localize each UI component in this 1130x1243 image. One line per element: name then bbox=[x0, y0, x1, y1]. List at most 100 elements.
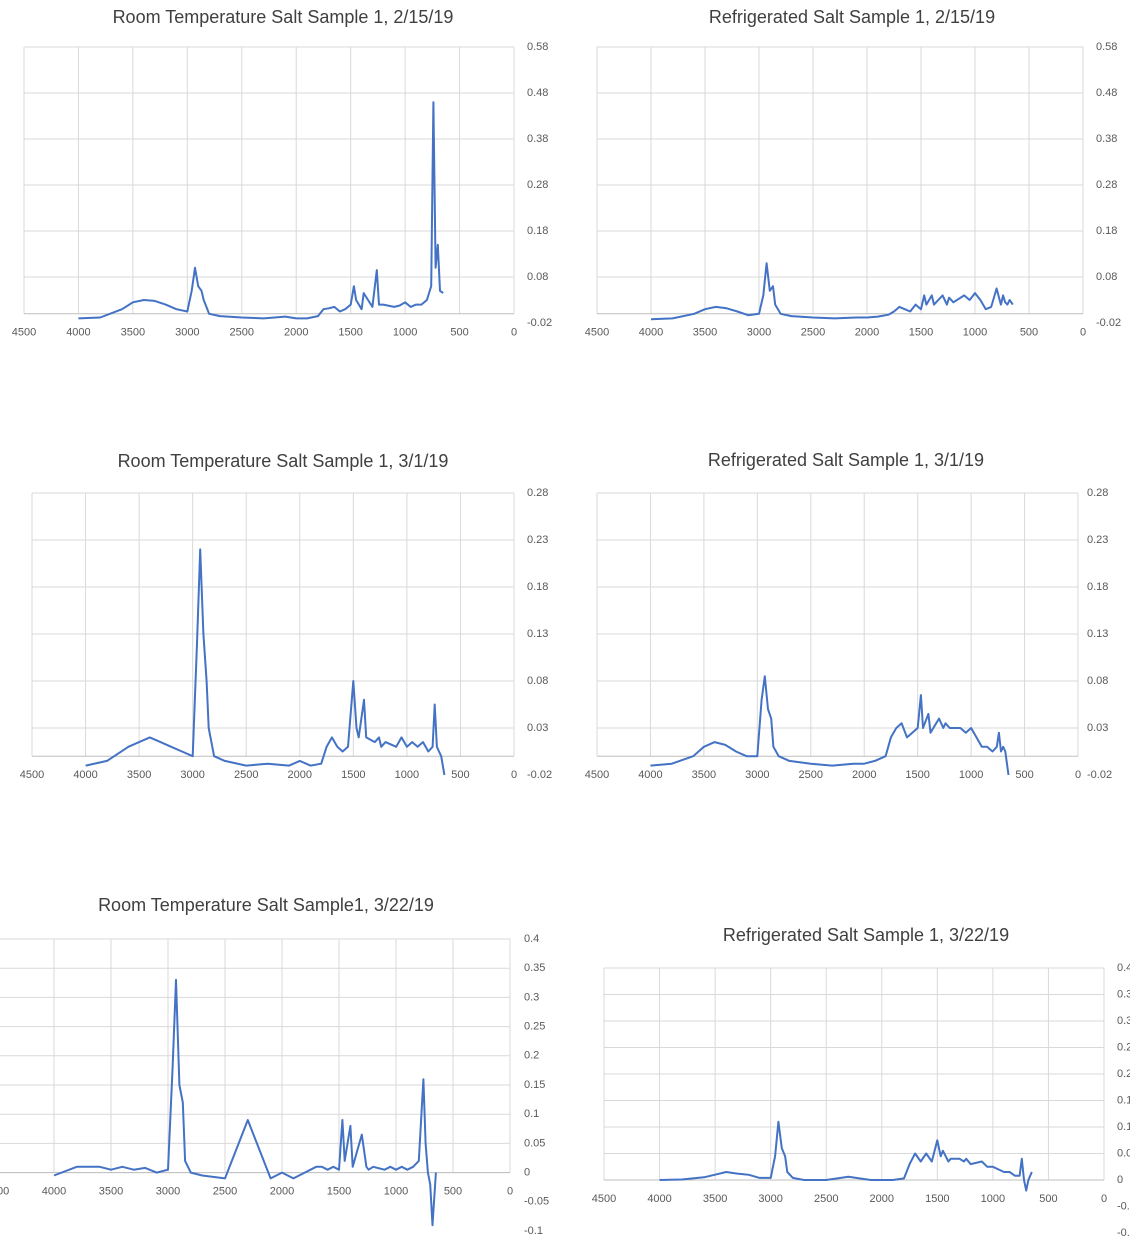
x-tick-label: 4500 bbox=[592, 1193, 616, 1205]
x-tick-label: 0 bbox=[511, 327, 517, 339]
y-tick-label: 0.3 bbox=[1117, 1015, 1130, 1027]
x-tick-label: 3500 bbox=[127, 769, 151, 781]
y-tick-label: 0.28 bbox=[1096, 179, 1117, 191]
x-tick-label: 0 bbox=[1101, 1193, 1107, 1205]
x-tick-label: 1000 bbox=[384, 1186, 408, 1198]
x-tick-label: 2500 bbox=[230, 327, 254, 339]
x-tick-label: 4500 bbox=[0, 1186, 9, 1198]
y-tick-label: 0.48 bbox=[527, 87, 548, 99]
x-tick-label: 500 bbox=[1039, 1193, 1057, 1205]
x-tick-label: 4500 bbox=[585, 327, 609, 339]
x-tick-label: 1000 bbox=[959, 769, 983, 781]
spectrum-line bbox=[85, 548, 446, 776]
y-tick-label: 0.28 bbox=[527, 179, 548, 191]
y-tick-label: 0.18 bbox=[527, 225, 548, 237]
x-tick-label: 3500 bbox=[703, 1193, 727, 1205]
x-tick-label: 4500 bbox=[585, 769, 609, 781]
y-tick-label: 0.03 bbox=[527, 722, 548, 734]
y-tick-label: 0.05 bbox=[524, 1137, 545, 1149]
y-tick-label: 0.25 bbox=[524, 1021, 545, 1033]
spectrum-line bbox=[650, 262, 1014, 321]
y-tick-label: 0.25 bbox=[1117, 1041, 1130, 1053]
x-tick-label: 1000 bbox=[963, 327, 987, 339]
x-tick-label: 0 bbox=[1075, 769, 1081, 781]
y-tick-label: 0 bbox=[524, 1167, 530, 1179]
y-tick-label: 0.18 bbox=[527, 581, 548, 593]
y-tick-label: 0.3 bbox=[524, 991, 539, 1003]
x-tick-label: 3000 bbox=[180, 769, 204, 781]
x-tick-label: 2000 bbox=[852, 769, 876, 781]
x-tick-label: 1500 bbox=[327, 1186, 351, 1198]
y-tick-label: 0.28 bbox=[1087, 487, 1108, 499]
x-tick-label: 2500 bbox=[213, 1186, 237, 1198]
y-tick-label: 0.35 bbox=[524, 962, 545, 974]
x-tick-label: 4000 bbox=[638, 769, 662, 781]
x-tick-label: 1500 bbox=[909, 327, 933, 339]
y-tick-label: -0.02 bbox=[527, 769, 552, 781]
y-tick-label: -0.02 bbox=[1087, 769, 1112, 781]
y-tick-label: 0.13 bbox=[1087, 628, 1108, 640]
y-tick-label: 0.4 bbox=[1117, 962, 1130, 974]
x-tick-label: 500 bbox=[451, 769, 469, 781]
x-tick-label: 500 bbox=[1015, 769, 1033, 781]
chart-title: Refrigerated Salt Sample 1, 3/1/19 bbox=[708, 450, 984, 470]
y-tick-label: -0.05 bbox=[524, 1196, 549, 1208]
y-tick-label: 0.1 bbox=[524, 1108, 539, 1120]
x-tick-label: 3500 bbox=[121, 327, 145, 339]
x-tick-label: 2000 bbox=[288, 769, 312, 781]
y-tick-label: 0.2 bbox=[1117, 1068, 1130, 1080]
x-tick-label: 500 bbox=[450, 327, 468, 339]
chart-title: Room Temperature Salt Sample1, 3/22/19 bbox=[98, 895, 434, 915]
y-tick-label: 0.23 bbox=[1087, 534, 1108, 546]
y-tick-label: -0.05 bbox=[1117, 1200, 1130, 1212]
x-tick-label: 1000 bbox=[981, 1193, 1005, 1205]
x-tick-label: 500 bbox=[1020, 327, 1038, 339]
chart-title: Refrigerated Salt Sample 1, 2/15/19 bbox=[709, 7, 995, 27]
x-tick-label: 2500 bbox=[234, 769, 258, 781]
x-tick-label: 3000 bbox=[745, 769, 769, 781]
y-tick-label: -0.02 bbox=[1096, 317, 1121, 329]
y-tick-label: 0.18 bbox=[1087, 581, 1108, 593]
y-tick-label: 0.08 bbox=[1087, 675, 1108, 687]
x-tick-label: 2500 bbox=[814, 1193, 838, 1205]
y-tick-label: -0.02 bbox=[527, 317, 552, 329]
x-tick-label: 1000 bbox=[395, 769, 419, 781]
x-tick-label: 3000 bbox=[156, 1186, 180, 1198]
y-tick-label: 0.2 bbox=[524, 1050, 539, 1062]
x-tick-label: 0 bbox=[507, 1186, 513, 1198]
x-tick-label: 0 bbox=[511, 769, 517, 781]
x-tick-label: 4000 bbox=[42, 1186, 66, 1198]
y-tick-label: 0.4 bbox=[524, 933, 539, 945]
y-tick-label: 0.38 bbox=[1096, 133, 1117, 145]
y-tick-label: -0.1 bbox=[1117, 1227, 1130, 1239]
y-tick-label: 0.28 bbox=[527, 487, 548, 499]
chart-title: Room Temperature Salt Sample 1, 3/1/19 bbox=[118, 451, 449, 471]
spectrum-line bbox=[659, 1120, 1033, 1192]
x-tick-label: 4500 bbox=[12, 327, 36, 339]
y-tick-label: 0.18 bbox=[1096, 225, 1117, 237]
x-tick-label: 1500 bbox=[905, 769, 929, 781]
x-tick-label: 4500 bbox=[20, 769, 44, 781]
x-tick-label: 4000 bbox=[66, 327, 90, 339]
spectrum-line bbox=[78, 101, 444, 320]
y-tick-label: 0.13 bbox=[527, 628, 548, 640]
y-tick-label: -0.1 bbox=[524, 1225, 543, 1237]
x-tick-label: 2500 bbox=[801, 327, 825, 339]
y-tick-label: 0.15 bbox=[1117, 1094, 1130, 1106]
y-tick-label: 0.1 bbox=[1117, 1121, 1130, 1133]
x-tick-label: 3000 bbox=[175, 327, 199, 339]
x-tick-label: 1500 bbox=[925, 1193, 949, 1205]
y-tick-label: 0.08 bbox=[1096, 271, 1117, 283]
chart-title: Refrigerated Salt Sample 1, 3/22/19 bbox=[723, 925, 1009, 945]
x-tick-label: 1500 bbox=[338, 327, 362, 339]
x-tick-label: 3000 bbox=[747, 327, 771, 339]
y-tick-label: 0.38 bbox=[527, 133, 548, 145]
x-tick-label: 4000 bbox=[647, 1193, 671, 1205]
y-tick-label: 0.15 bbox=[524, 1079, 545, 1091]
y-tick-label: 0.58 bbox=[527, 41, 548, 53]
x-tick-label: 500 bbox=[444, 1186, 462, 1198]
x-tick-label: 3500 bbox=[692, 769, 716, 781]
x-tick-label: 2500 bbox=[799, 769, 823, 781]
